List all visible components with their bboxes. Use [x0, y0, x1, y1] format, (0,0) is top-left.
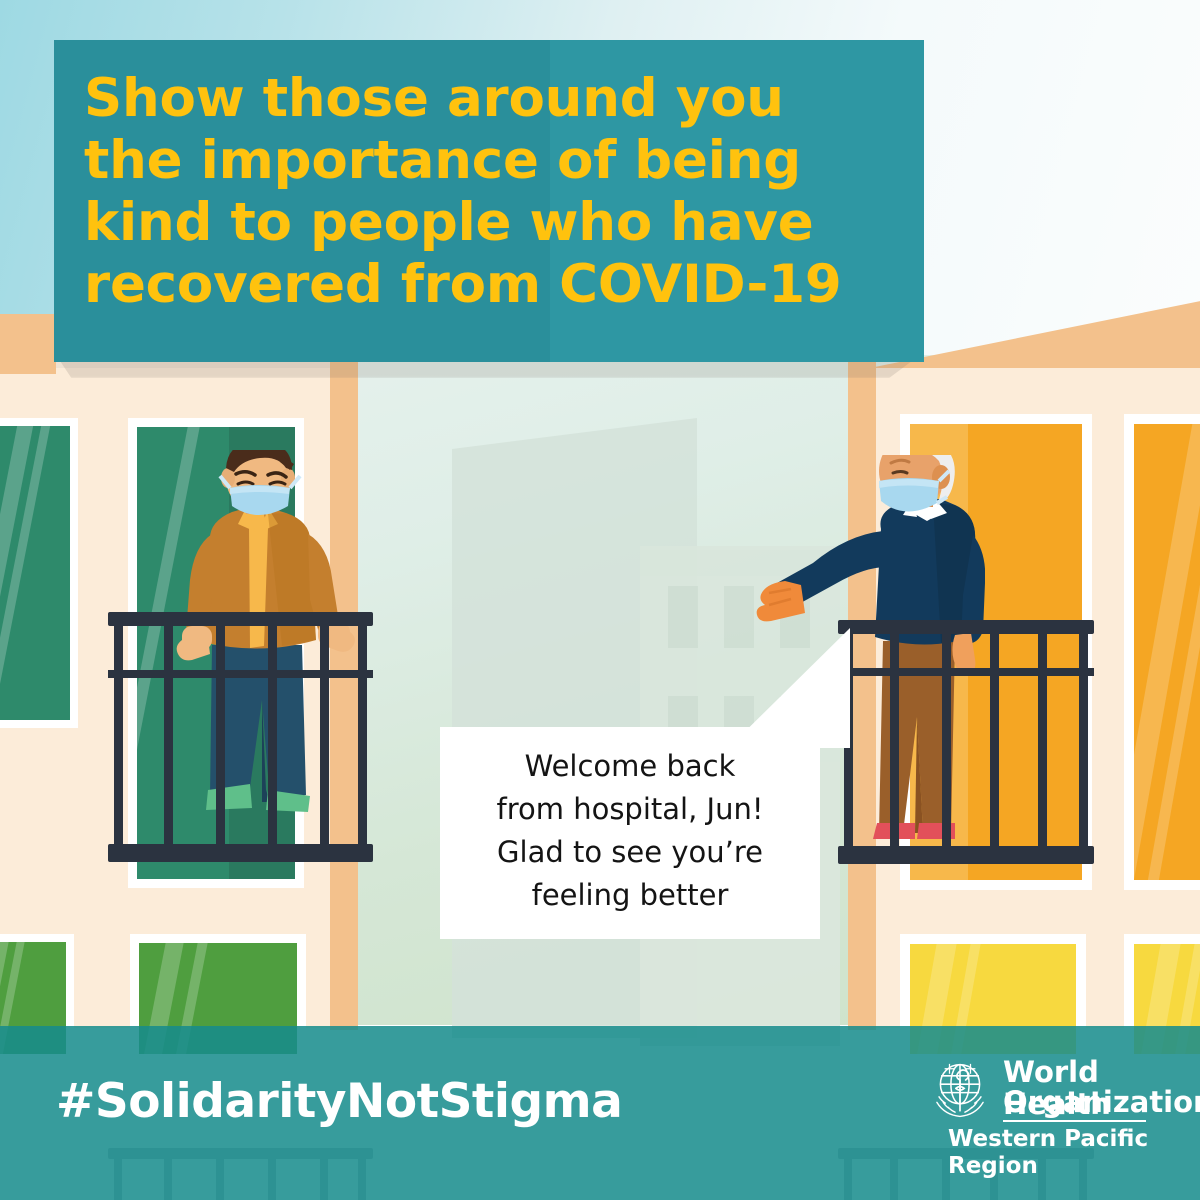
who-emblem-icon: [936, 1063, 984, 1118]
campaign-hashtag: #SolidarityNotStigma: [56, 1074, 623, 1129]
balcony-railing-left: [108, 612, 373, 862]
background-window: [724, 586, 754, 648]
who-logo-block: [925, 1052, 1180, 1160]
who-name-line1: World Health: [1003, 1055, 1111, 1121]
speech-bubble-text: Welcome back from hospital, Jun! Glad to…: [496, 749, 764, 912]
who-divider: [1003, 1120, 1146, 1122]
left-building-column: [330, 355, 358, 1030]
left-building-top-column: [0, 314, 56, 374]
window-glass: [1134, 424, 1200, 880]
headline-text: Show those around you the importance of …: [84, 68, 842, 315]
who-region-label: Western Pacific Region: [948, 1126, 1149, 1179]
banner-main-panel: [54, 40, 550, 362]
who-name-line2: Organization: [1003, 1085, 1200, 1119]
footer-band: [0, 1026, 1200, 1200]
background-window: [668, 586, 698, 648]
speech-bubble: [440, 727, 820, 939]
window-glass: [0, 426, 70, 720]
window-frame: [1124, 414, 1200, 890]
balcony-railing-right: [838, 620, 1094, 864]
window-frame: [0, 418, 78, 728]
banner-highlight-panel: [550, 40, 924, 362]
